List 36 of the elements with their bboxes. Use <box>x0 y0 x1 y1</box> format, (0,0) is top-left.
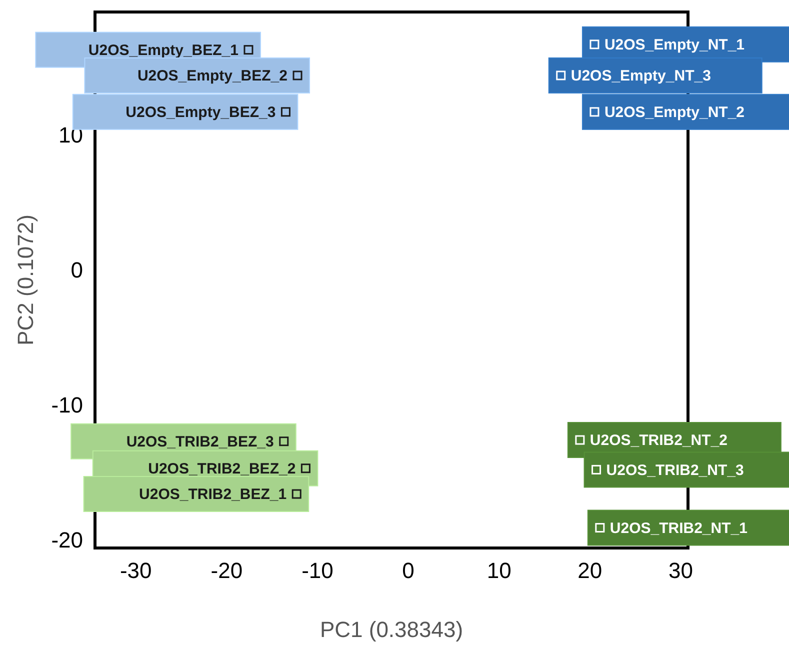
data-label: U2OS_Empty_NT_2 <box>604 104 745 122</box>
data-label: U2OS_Empty_BEZ_2 <box>137 68 288 85</box>
point <box>244 45 254 55</box>
x-tick-label: 20 <box>578 558 602 583</box>
x-tick-label: -30 <box>120 558 152 583</box>
data-label: U2OS_Empty_BEZ_1 <box>88 42 238 60</box>
point <box>595 523 605 532</box>
point <box>292 489 302 499</box>
point <box>556 70 566 80</box>
y-tick-label: -20 <box>51 528 83 553</box>
point <box>279 436 289 446</box>
y-tick-label: -10 <box>51 392 83 418</box>
data-label: U2OS_TRIB2_BEZ_1 <box>139 486 287 504</box>
point <box>292 70 302 80</box>
x-tick-label: 30 <box>668 558 693 583</box>
x-tick-label: -10 <box>302 558 334 583</box>
data-label: U2OS_TRIB2_NT_3 <box>606 462 744 479</box>
point <box>300 464 310 474</box>
y-tick-label: 0 <box>70 258 83 283</box>
x-axis-title: PC1 (0.38343) <box>320 617 464 642</box>
point <box>590 107 600 117</box>
point <box>590 40 600 50</box>
point <box>592 464 602 474</box>
data-label: U2OS_TRIB2_BEZ_2 <box>148 460 296 478</box>
x-tick-label: -20 <box>210 558 243 583</box>
x-tick-label: 0 <box>402 558 414 583</box>
point <box>575 435 585 445</box>
x-tick-label: 10 <box>486 558 512 583</box>
data-label: U2OS_TRIB2_NT_1 <box>610 520 748 537</box>
data-label: U2OS_TRIB2_BEZ_3 <box>126 434 274 451</box>
data-label: U2OS_Empty_BEZ_3 <box>126 104 276 122</box>
y-axis-title: PC2 (0.1072) <box>13 214 38 346</box>
point <box>280 107 290 117</box>
data-label: U2OS_TRIB2_NT_2 <box>590 432 728 450</box>
data-label: U2OS_Empty_NT_3 <box>570 68 711 85</box>
data-label: U2OS_Empty_NT_1 <box>604 36 745 54</box>
